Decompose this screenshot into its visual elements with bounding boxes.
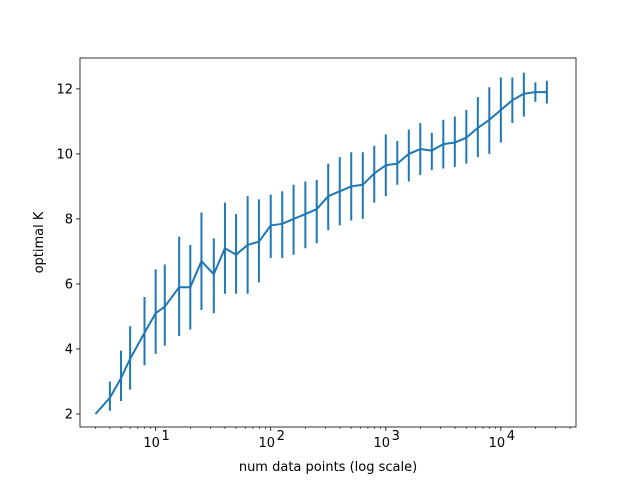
y-tick-label: 6 <box>65 277 73 292</box>
y-tick-label: 12 <box>56 82 73 97</box>
y-tick-label: 8 <box>65 212 73 227</box>
x-axis-label: num data points (log scale) <box>239 460 417 475</box>
y-tick-label: 2 <box>65 407 73 422</box>
x-tick-label: 10 <box>143 436 160 451</box>
y-tick-label: 4 <box>65 342 73 357</box>
series-line <box>94 91 547 415</box>
x-tick-exponent: 2 <box>277 429 285 444</box>
x-tick-label: 10 <box>374 436 391 451</box>
y-axis-label: optimal K <box>32 211 47 273</box>
plot-frame <box>79 57 577 428</box>
x-tick-label: 10 <box>489 436 506 451</box>
y-tick-label: 10 <box>56 147 73 162</box>
x-axis: 10 1 10 2 10 3 10 4 <box>95 427 571 451</box>
x-tick-exponent: 3 <box>392 429 400 444</box>
y-axis: 2 4 6 8 10 12 <box>56 82 80 422</box>
plot-background <box>80 58 576 427</box>
x-tick-exponent: 4 <box>507 429 515 444</box>
x-tick-exponent: 1 <box>162 429 170 444</box>
x-tick-label: 10 <box>258 436 275 451</box>
